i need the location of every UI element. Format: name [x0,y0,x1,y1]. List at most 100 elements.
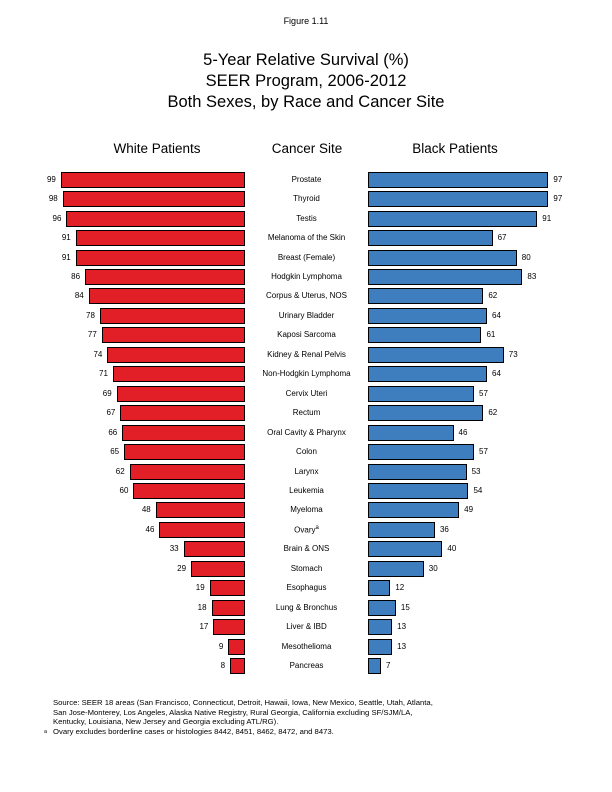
black-bar-zone: 61 [368,327,612,344]
black-value-label: 30 [428,563,438,573]
white-bar-zone: 8 [0,658,245,675]
column-header-white-patients: White Patients [113,141,201,156]
cancer-site-label: Liver & IBD [286,622,327,632]
cancer-site-label: Corpus & Uterus, NOS [266,291,347,301]
black-bar [368,541,443,558]
black-bar-zone: 64 [368,366,612,383]
black-value-label: 54 [473,485,483,495]
white-value-label: 66 [108,427,118,437]
cancer-site-label: Mesothelioma [281,641,332,651]
white-bar-zone: 65 [0,444,245,461]
white-bar-zone: 29 [0,560,245,577]
white-bar-zone: 9 [0,638,245,655]
chart-title: 5-Year Relative Survival (%) SEER Progra… [0,50,612,113]
white-value-label: 96 [52,213,62,223]
black-bar [368,638,393,655]
white-value-label: 62 [115,466,125,476]
white-bar [120,405,245,422]
white-bar [133,482,245,499]
white-bar [155,502,245,519]
chart-row: 19 Esophagus 12 [0,579,612,598]
black-value-label: 57 [479,388,488,398]
cancer-site-label: Kidney & Renal Pelvis [267,349,346,359]
white-bar [129,463,245,480]
black-bar-zone: 73 [368,346,612,363]
white-bar [230,658,245,675]
black-value-label: 49 [464,505,474,515]
black-bar [368,385,475,402]
chart-row: 29 Stomach 30 [0,559,612,578]
black-value-label: 80 [521,252,531,262]
chart-row: 46 Ovarya 36 [0,520,612,539]
cancer-site-label: Esophagus [286,583,327,593]
black-bar [368,171,549,188]
footer: Source: SEER 18 areas (San Francisco, Co… [44,698,564,738]
cancer-site-label: Stomach [290,563,323,573]
black-bar-zone: 53 [368,463,612,480]
black-bar-zone: 30 [368,560,612,577]
white-bar-zone: 19 [0,580,245,597]
black-bar [368,580,391,597]
cancer-site-label: Thyroid [293,194,320,204]
cancer-site-label: Leukemia [289,485,324,495]
white-value-label: 84 [74,291,84,301]
chart-row: 66 Oral Cavity & Pharynx 46 [0,423,612,442]
white-bar-zone: 17 [0,619,245,636]
white-bar-zone: 78 [0,307,245,324]
white-bar-zone: 18 [0,599,245,616]
white-bar [99,307,245,324]
black-bar [368,288,484,305]
black-value-label: 53 [471,466,481,476]
chart-row: 62 Larynx 53 [0,462,612,481]
chart-rows: 99 Prostate 97 98 Thyroid 97 96 [0,170,612,676]
cancer-site-label: Brain & ONS [283,544,330,554]
black-value-label: 13 [397,641,407,651]
white-value-label: 91 [61,252,71,262]
white-value-label: 17 [199,622,209,632]
chart-row: 60 Leukemia 54 [0,481,612,500]
white-bar-zone: 86 [0,268,245,285]
black-value-label: 61 [486,330,496,340]
black-bar [368,268,523,285]
chart-row: 86 Hodgkin Lymphoma 83 [0,267,612,286]
black-bar-zone: 62 [368,288,612,305]
white-bar [66,210,245,227]
white-bar [159,521,245,538]
black-value-label: 7 [386,661,391,671]
black-value-label: 73 [508,349,518,359]
cancer-site-label: Ovarya [294,525,319,535]
white-value-label: 33 [169,544,179,554]
black-bar-zone: 54 [368,482,612,499]
white-value-label: 60 [119,485,129,495]
white-value-label: 8 [220,661,226,671]
black-bar-zone: 91 [368,210,612,227]
white-value-label: 69 [102,388,112,398]
white-bar [209,580,245,597]
white-bar [228,638,245,655]
white-bar [85,268,245,285]
chart-row: 71 Non-Hodgkin Lymphoma 64 [0,365,612,384]
white-bar [211,599,245,616]
source-text-line-2: San Jose-Monterey, Los Angeles, Alaska N… [53,707,413,717]
black-value-label: 64 [492,369,501,379]
white-bar-zone: 69 [0,385,245,402]
white-bar [88,288,245,305]
white-bar-zone: 77 [0,327,245,344]
white-bar-zone: 66 [0,424,245,441]
cancer-site-label: Hodgkin Lymphoma [271,271,342,281]
black-bar [368,619,393,636]
white-value-label: 99 [46,174,56,184]
black-value-label: 12 [395,583,405,593]
footnote: a Ovary excludes borderline cases or his… [44,727,564,738]
white-value-label: 18 [197,602,207,612]
white-bar-zone: 48 [0,502,245,519]
cancer-site-label: Urinary Bladder [278,310,335,320]
black-bar [368,658,382,675]
white-bar [60,171,245,188]
cancer-site-label: Melanoma of the Skin [267,233,346,243]
white-bar [191,560,245,577]
chart-row: 18 Lung & Bronchus 15 [0,598,612,617]
chart-row: 17 Liver & IBD 13 [0,617,612,636]
black-value-label: 83 [527,271,537,281]
chart-title-line-2: SEER Program, 2006-2012 [205,72,407,90]
